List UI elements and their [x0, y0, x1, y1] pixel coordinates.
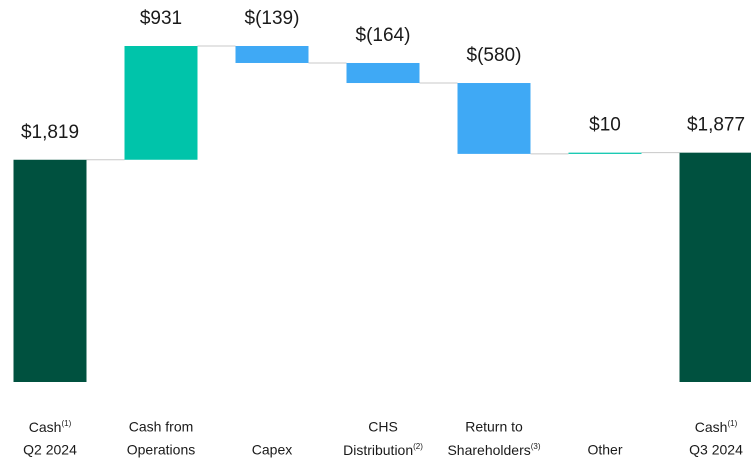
value-label: $10 — [589, 115, 621, 136]
bar — [568, 152, 642, 154]
bar — [346, 62, 420, 84]
value-label: $(164) — [356, 25, 411, 46]
category-label: Q3 2024 — [689, 442, 743, 458]
category-label: Q2 2024 — [23, 442, 77, 458]
bar — [235, 46, 309, 63]
category-text: Cash — [695, 419, 728, 435]
category-label: CHS — [368, 419, 398, 435]
category-label: Return to — [465, 419, 523, 435]
bar — [13, 159, 87, 382]
category-text: Shareholders — [447, 442, 530, 458]
value-label: $931 — [140, 8, 182, 29]
footnote-ref: (3) — [531, 442, 541, 451]
footnote-ref: (2) — [413, 442, 423, 451]
category-label: Operations — [127, 442, 195, 458]
category-label: Cash from — [129, 419, 194, 435]
category-text: Cash — [29, 419, 62, 435]
category-label: Other — [587, 442, 622, 458]
bar — [457, 83, 531, 154]
bar — [124, 46, 198, 160]
category-label: Distribution(2) — [343, 442, 423, 458]
category-label: Capex — [252, 442, 292, 458]
category-label: Shareholders(3) — [447, 442, 540, 458]
category-label: Cash(1) — [695, 419, 738, 435]
bar — [679, 152, 751, 382]
value-label: $1,877 — [687, 115, 745, 136]
category-label: Cash(1) — [29, 419, 72, 435]
value-label: $(580) — [467, 45, 522, 66]
footnote-ref: (1) — [727, 419, 737, 428]
category-text: Distribution — [343, 442, 413, 458]
value-label: $1,819 — [21, 122, 79, 143]
value-label: $(139) — [245, 8, 300, 29]
footnote-ref: (1) — [61, 419, 71, 428]
